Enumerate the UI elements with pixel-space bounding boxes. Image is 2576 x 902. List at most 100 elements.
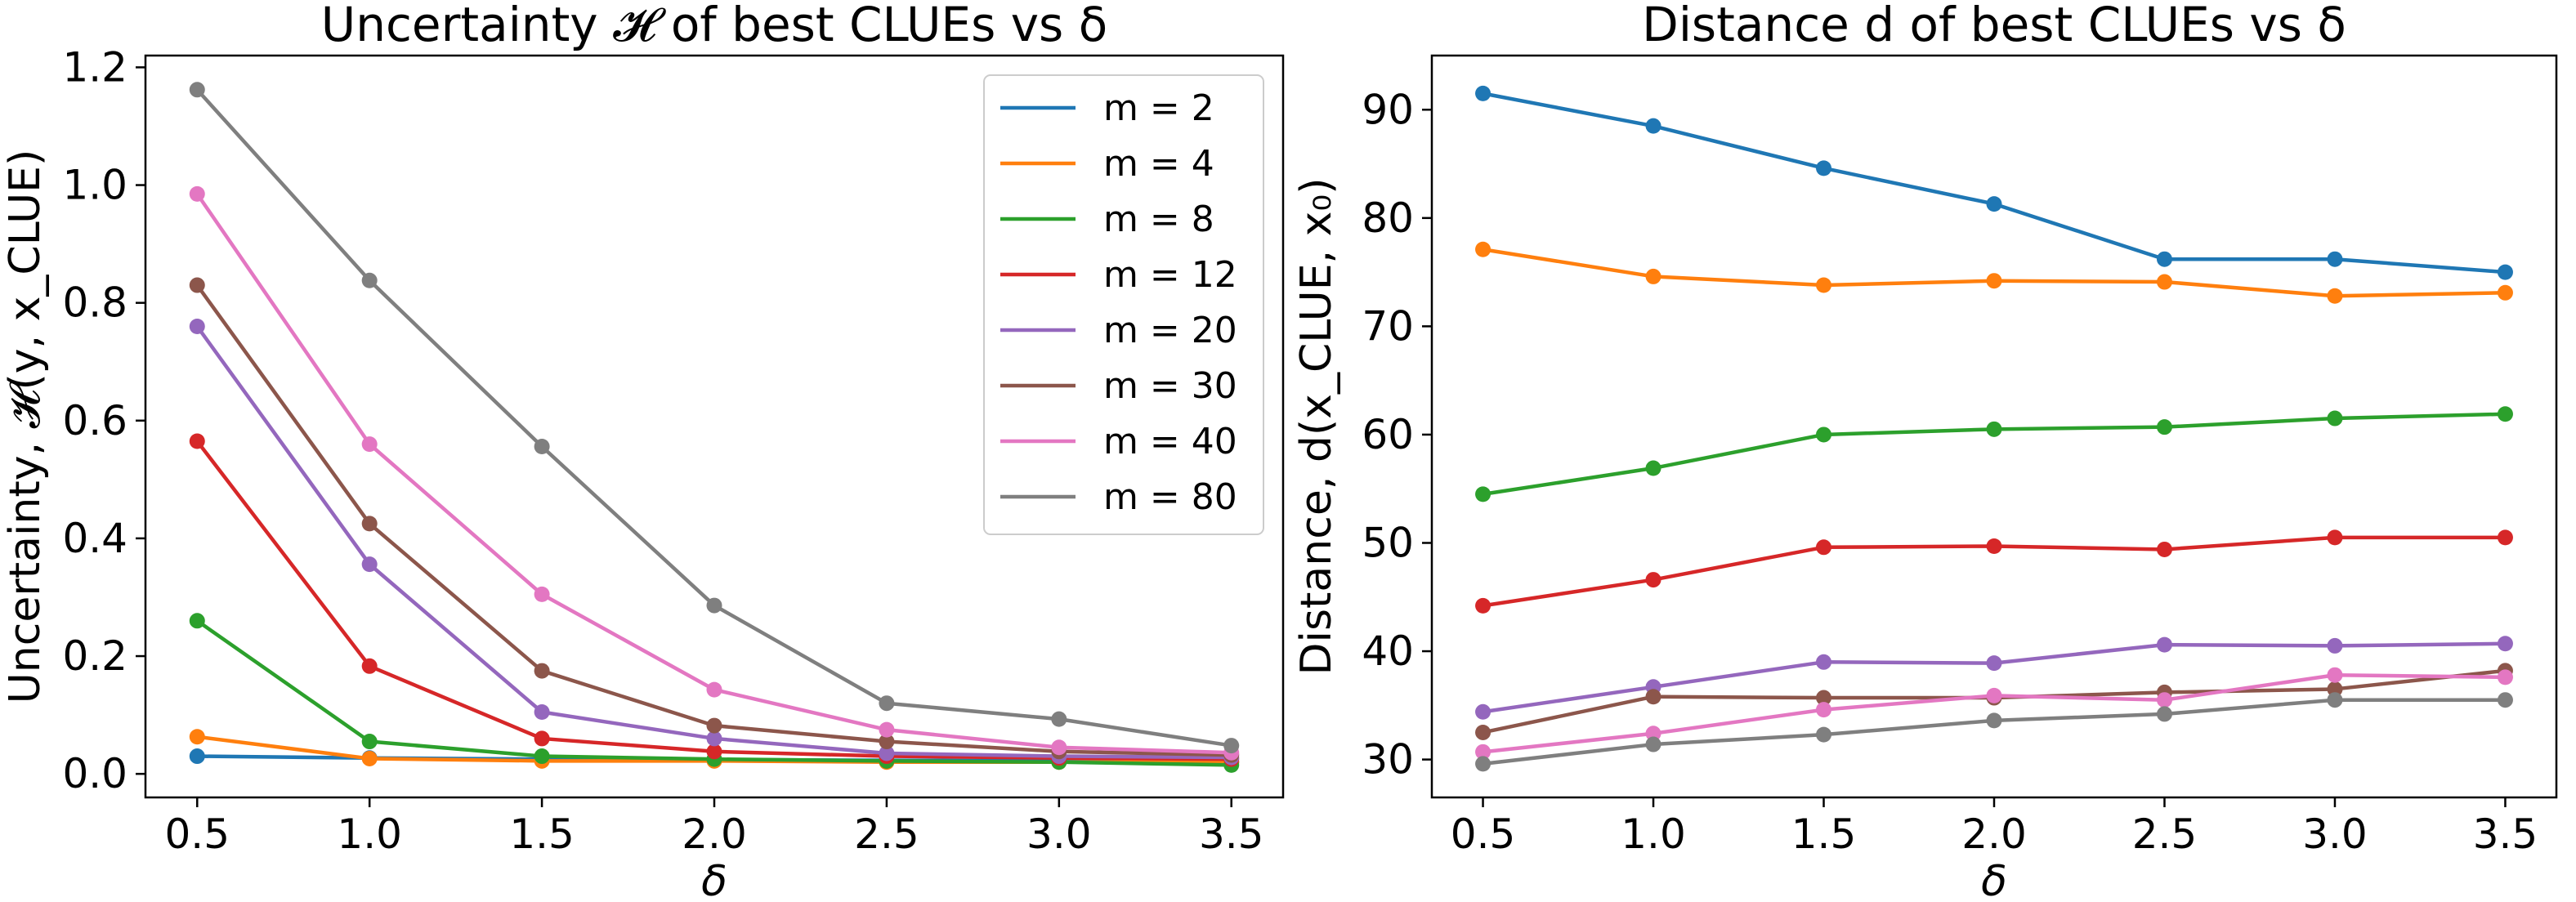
x-tick-label: 2.5 <box>2132 810 2198 858</box>
data-point <box>2497 669 2513 685</box>
y-tick-label: 80 <box>1362 194 1414 242</box>
distance-chart: 0.5 1.0 1.5 2.0 2.5 3.0 3.5 30 40 50 60 70 80 90 Dista… <box>1292 0 2558 902</box>
x-axis-label: δ <box>701 857 727 902</box>
x-tick-label: 3.5 <box>1199 810 1264 858</box>
data-point <box>706 717 722 734</box>
data-point <box>189 729 205 745</box>
data-point <box>361 556 378 573</box>
data-point <box>1986 538 2002 554</box>
y-tick-label: 70 <box>1362 302 1414 350</box>
x-axis-label: δ <box>1981 857 2007 902</box>
legend: m = 2 m = 4 m = 8 m = 12 m = 20 m = 30 m = 40 m… <box>983 74 1264 535</box>
series-m-20 <box>1475 636 2513 720</box>
data-point <box>1645 460 1661 476</box>
data-point <box>1051 711 1067 727</box>
series-line <box>1483 248 2506 298</box>
y-tick-label: 1.0 <box>62 162 127 209</box>
y-tick-label: 0.6 <box>62 397 127 444</box>
series-m-8 <box>1475 406 2513 502</box>
data-point <box>1475 597 1491 614</box>
data-point <box>189 318 205 334</box>
y-tick-label: 50 <box>1362 519 1414 566</box>
data-point <box>2497 529 2513 546</box>
data-point <box>2156 706 2172 722</box>
data-point <box>706 743 722 760</box>
data-point <box>2156 251 2172 267</box>
data-point <box>1475 486 1491 502</box>
chart-title: Uncertainty 𝓗 of best CLUEs vs δ <box>321 0 1107 52</box>
uncertainty-chart: 0.5 1.0 1.5 2.0 2.5 3.0 3.5 0.0 0.2 0.4 0.6 0.8 1.0 1… <box>1 0 1285 902</box>
data-point <box>361 734 378 750</box>
data-point <box>1475 703 1491 720</box>
y-tick-label: 0.4 <box>62 515 127 562</box>
data-point <box>2156 419 2172 435</box>
data-point <box>534 439 550 455</box>
data-point <box>1986 273 2002 289</box>
data-point <box>1816 654 1832 670</box>
data-point <box>2327 288 2343 304</box>
data-point <box>1051 739 1067 756</box>
data-point <box>189 185 205 202</box>
x-tick-label: 0.5 <box>165 810 230 858</box>
data-point <box>2327 529 2343 546</box>
data-point <box>706 730 722 747</box>
data-point <box>2327 410 2343 426</box>
y-tick-label: 40 <box>1362 627 1414 675</box>
series-m-2 <box>1475 85 2513 280</box>
y-tick-label: 1.2 <box>62 43 127 91</box>
data-point <box>879 695 895 712</box>
series-m-80 <box>1475 692 2513 772</box>
data-point <box>534 704 550 721</box>
data-point <box>189 433 205 449</box>
data-point <box>361 750 378 766</box>
data-point <box>1816 539 1832 556</box>
data-point <box>361 516 378 532</box>
legend-entry: m = 12 <box>1103 254 1237 296</box>
data-point <box>2327 681 2343 697</box>
data-point <box>189 748 205 765</box>
x-tick-label: 3.5 <box>2473 810 2538 858</box>
data-point <box>1645 726 1661 742</box>
data-point <box>1816 702 1832 718</box>
data-point <box>2156 541 2172 557</box>
chart-title: Distance d of best CLUEs vs δ <box>1642 0 2346 52</box>
series-line <box>1483 92 2506 275</box>
data-point <box>1986 655 2002 672</box>
data-point <box>1475 85 1491 101</box>
data-point <box>1986 712 2002 729</box>
y-tick-label: 0.2 <box>62 632 127 680</box>
y-tick-label: 0.8 <box>62 279 127 327</box>
data-point <box>2327 667 2343 683</box>
x-tick-label: 0.5 <box>1451 810 1516 858</box>
data-point <box>879 721 895 738</box>
x-tick-label: 1.0 <box>1621 810 1686 858</box>
data-point <box>1223 738 1240 754</box>
y-tick-label: 30 <box>1362 736 1414 784</box>
data-point <box>1475 241 1491 257</box>
x-tick-label: 3.0 <box>2302 810 2368 858</box>
x-tick-label: 1.0 <box>337 810 402 858</box>
series-m-4 <box>1475 241 2513 304</box>
data-point <box>1475 756 1491 772</box>
y-tick-label: 90 <box>1362 86 1414 133</box>
x-tick-label: 2.0 <box>682 810 747 858</box>
legend-entry: m = 8 <box>1103 199 1214 240</box>
data-point <box>534 663 550 679</box>
x-tick-label: 2.5 <box>854 810 919 858</box>
data-point <box>1645 118 1661 134</box>
legend-entry: m = 4 <box>1103 143 1214 185</box>
data-point <box>534 586 550 602</box>
data-point <box>1816 160 1832 176</box>
data-point <box>1986 196 2002 212</box>
data-point <box>2327 692 2343 708</box>
data-point <box>2497 406 2513 422</box>
data-point <box>534 748 550 765</box>
data-point <box>1645 268 1661 284</box>
legend-entry: m = 20 <box>1103 310 1237 351</box>
data-point <box>189 82 205 98</box>
data-point <box>2156 636 2172 653</box>
data-point <box>2497 284 2513 301</box>
data-point <box>879 734 895 750</box>
data-point <box>2497 636 2513 652</box>
